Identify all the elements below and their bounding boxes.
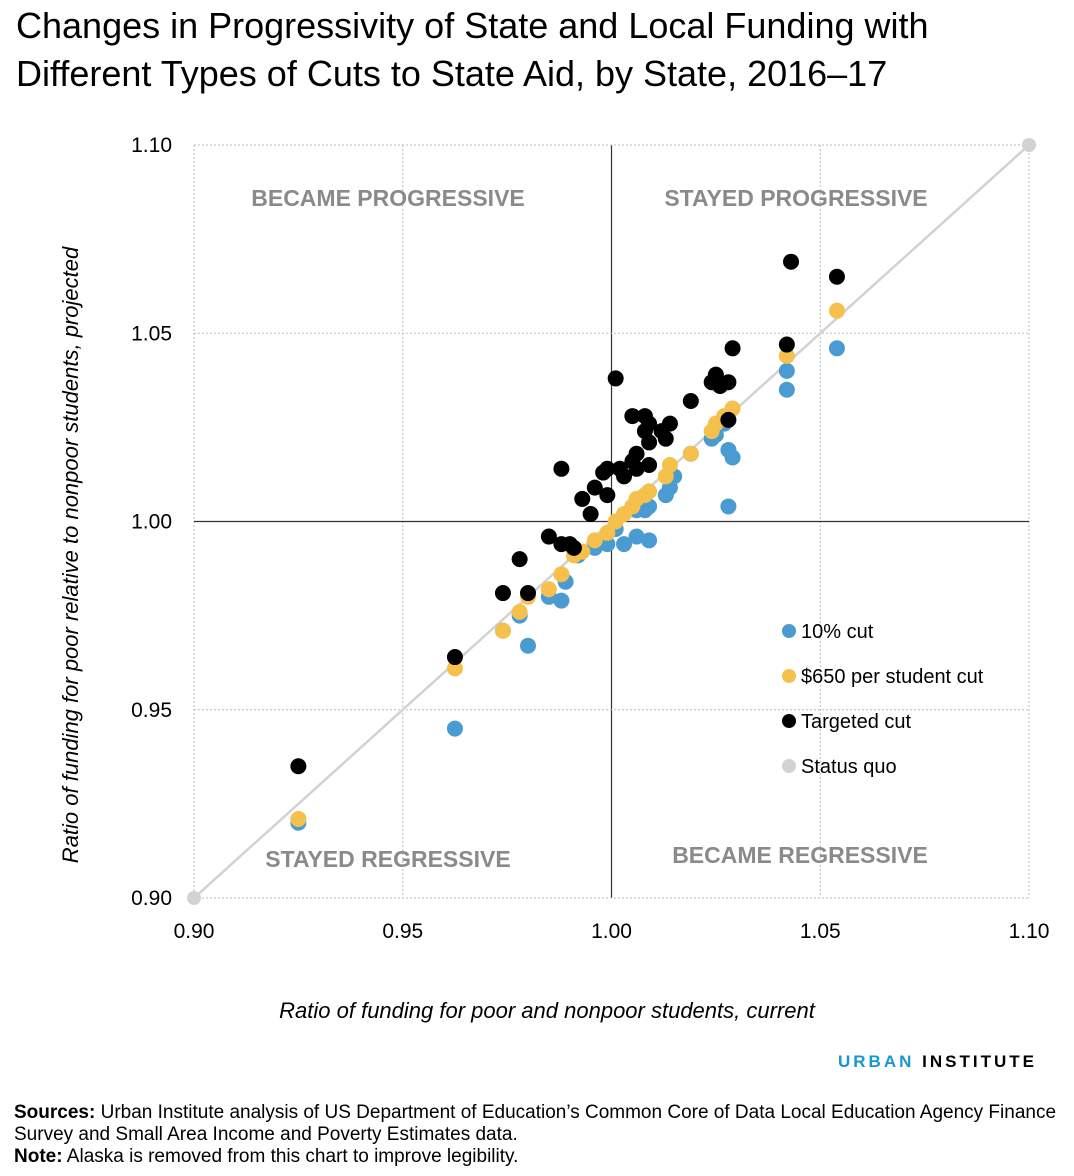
note-label: Note: xyxy=(14,1146,63,1167)
point-650-per-student-cut xyxy=(540,581,557,598)
point-10-cut xyxy=(828,340,845,357)
point-10-cut xyxy=(778,362,795,379)
point-targeted-cut xyxy=(628,460,645,477)
x-tick-label: 1.00 xyxy=(591,920,632,943)
quadrant-label-stayed-progressive: STAYED PROGRESSIVE xyxy=(664,185,927,211)
point-targeted-cut xyxy=(720,374,737,391)
chart-title: Changes in Progressivity of State and Lo… xyxy=(16,5,929,94)
point-650-per-student-cut xyxy=(511,603,528,620)
legend-label: 10% cut xyxy=(801,621,874,643)
point-10-cut xyxy=(778,381,795,398)
point-targeted-cut xyxy=(783,253,800,270)
point-650-per-student-cut xyxy=(494,622,511,639)
point-650-per-student-cut xyxy=(661,457,678,474)
point-targeted-cut xyxy=(540,528,557,545)
point-targeted-cut xyxy=(724,340,741,357)
legend-label: Targeted cut xyxy=(801,711,912,733)
legend-label: Status quo xyxy=(801,756,897,778)
point-targeted-cut xyxy=(778,336,795,353)
legend-marker xyxy=(782,759,796,773)
x-tick-label: 0.95 xyxy=(382,920,423,943)
point-targeted-cut xyxy=(607,370,624,387)
point-10-cut xyxy=(553,592,570,609)
point-650-per-student-cut xyxy=(290,810,307,827)
point-10-cut xyxy=(641,532,658,549)
y-tick-label: 0.90 xyxy=(131,887,172,910)
point-targeted-cut xyxy=(657,430,674,447)
point-650-per-student-cut xyxy=(682,445,699,462)
legend-marker xyxy=(782,624,796,638)
point-targeted-cut xyxy=(520,585,536,602)
y-tick-label: 1.00 xyxy=(131,511,172,534)
point-targeted-cut xyxy=(661,415,678,432)
point-targeted-cut xyxy=(290,758,307,775)
quadrant-label-became-regressive: BECAME REGRESSIVE xyxy=(672,842,928,868)
point-targeted-cut xyxy=(641,457,658,474)
point-10-cut xyxy=(616,536,633,553)
y-tick-label: 0.95 xyxy=(131,699,172,722)
point-targeted-cut xyxy=(565,539,582,556)
point-650-per-student-cut xyxy=(446,660,463,677)
point-10-cut xyxy=(724,449,741,466)
point-650-per-student-cut xyxy=(828,302,845,319)
point-targeted-cut xyxy=(599,460,616,477)
logo-institute: INSTITUTE xyxy=(922,1052,1037,1071)
point-targeted-cut xyxy=(624,408,641,425)
point-650-per-student-cut xyxy=(599,524,616,541)
point-status-quo xyxy=(187,891,201,905)
urban-institute-logo: URBAN INSTITUTE xyxy=(838,1052,1037,1072)
point-650-per-student-cut xyxy=(586,532,603,549)
point-10-cut xyxy=(720,498,737,515)
point-targeted-cut xyxy=(586,479,603,496)
point-650-per-student-cut xyxy=(641,483,658,500)
y-tick-label: 1.10 xyxy=(131,134,172,157)
point-targeted-cut xyxy=(828,268,845,285)
point-targeted-cut xyxy=(494,585,511,602)
point-targeted-cut xyxy=(599,487,616,504)
x-tick-label: 1.05 xyxy=(800,920,841,943)
point-targeted-cut xyxy=(574,490,591,507)
note-text: Alaska is removed from this chart to imp… xyxy=(66,1146,519,1167)
point-targeted-cut xyxy=(582,505,599,522)
x-tick-label: 1.10 xyxy=(1009,920,1050,943)
point-targeted-cut xyxy=(616,468,633,485)
point-status-quo xyxy=(1022,138,1036,152)
point-10-cut xyxy=(520,637,536,654)
x-tick-label: 0.90 xyxy=(174,920,215,943)
point-650-per-student-cut xyxy=(553,566,570,583)
sources-label: Sources: xyxy=(14,1102,96,1123)
y-axis-label: Ratio of funding for poor relative to no… xyxy=(58,246,83,863)
point-10-cut xyxy=(599,536,616,553)
legend-marker xyxy=(782,714,796,728)
point-targeted-cut xyxy=(682,393,699,410)
point-targeted-cut xyxy=(628,445,645,462)
sources-text: Urban Institute analysis of US Departmen… xyxy=(14,1102,1057,1145)
point-10-cut xyxy=(628,528,645,545)
y-tick-label: 1.05 xyxy=(131,322,172,345)
point-targeted-cut xyxy=(511,551,528,568)
logo-urban: URBAN xyxy=(838,1052,915,1071)
legend-marker xyxy=(782,669,796,683)
point-targeted-cut xyxy=(720,411,737,428)
legend-label: $650 per student cut xyxy=(801,666,984,688)
sources-note: Sources: Urban Institute analysis of US … xyxy=(14,1102,1064,1168)
point-targeted-cut xyxy=(446,649,463,666)
point-targeted-cut xyxy=(641,415,658,432)
point-650-per-student-cut xyxy=(778,347,795,364)
point-targeted-cut xyxy=(641,434,658,451)
point-10-cut xyxy=(446,720,463,737)
quadrant-label-became-progressive: BECAME PROGRESSIVE xyxy=(251,185,525,211)
x-axis-label: Ratio of funding for poor and nonpoor st… xyxy=(279,998,816,1023)
quadrant-label-stayed-regressive: STAYED REGRESSIVE xyxy=(265,846,510,872)
point-targeted-cut xyxy=(553,460,570,477)
